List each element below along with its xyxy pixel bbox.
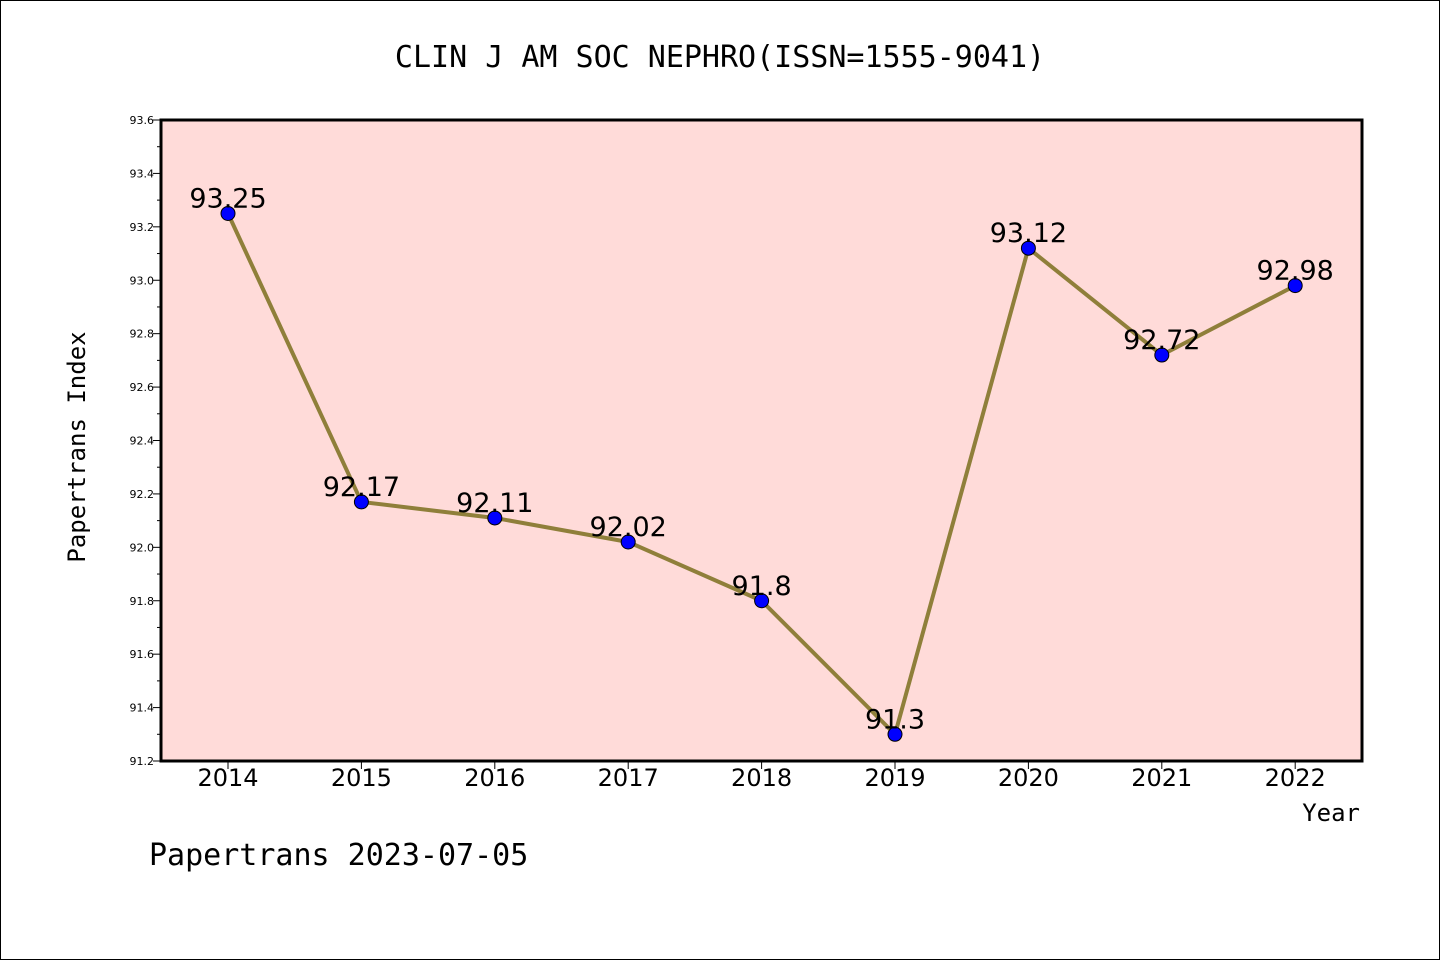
x-tick-label: 2022 [1265, 764, 1326, 792]
y-tick-label: 91.8 [130, 595, 155, 608]
y-tick-label: 92.8 [130, 328, 155, 341]
y-tick-label: 92.6 [130, 381, 155, 394]
data-label: 92.11 [456, 488, 533, 519]
x-tick-label: 2019 [864, 764, 925, 792]
y-tick-label: 92.0 [130, 541, 155, 554]
data-labels: 93.25 92.17 92.11 92.02 91.8 91.3 93.12 92.72 92… [189, 183, 1333, 735]
y-tick-label: 92.2 [130, 488, 155, 501]
y-tick-label: 91.2 [130, 755, 155, 768]
data-label: 92.98 [1257, 256, 1334, 287]
data-label: 93.25 [189, 183, 266, 214]
x-tick-label: 2015 [331, 764, 392, 792]
data-label: 92.02 [590, 512, 667, 543]
y-tick-label: 93.4 [130, 167, 155, 180]
x-tick-label: 2021 [1131, 764, 1192, 792]
y-tick-label: 93.0 [130, 274, 155, 287]
x-axis-label: Year [1302, 799, 1360, 827]
data-label: 91.3 [865, 704, 925, 735]
data-point [754, 593, 770, 609]
data-point [1287, 278, 1303, 294]
data-point [1020, 240, 1036, 256]
data-point [1154, 347, 1170, 363]
series-layer [220, 205, 1303, 742]
data-point [887, 726, 903, 742]
data-point [220, 205, 236, 221]
data-point [353, 494, 369, 510]
data-point [620, 534, 636, 550]
x-tick-label: 2016 [464, 764, 525, 792]
y-tick-label: 91.6 [130, 648, 155, 661]
data-label: 92.72 [1123, 325, 1200, 356]
data-label: 93.12 [990, 218, 1067, 249]
data-label: 91.8 [732, 571, 792, 602]
data-point [487, 510, 503, 526]
x-tick-label: 2017 [598, 764, 659, 792]
y-tick-label: 91.4 [130, 702, 155, 715]
plot-area [159, 118, 1364, 763]
x-tick-label: 2014 [197, 764, 258, 792]
y-tick-label: 93.2 [130, 221, 155, 234]
x-tick-label: 2018 [731, 764, 792, 792]
x-tick-label: 2020 [998, 764, 1059, 792]
y-axis-label: Papertrans Index [63, 331, 91, 562]
footer-text: Papertrans 2023-07-05 [149, 838, 528, 873]
x-axis: 2014 2015 2016 2017 2018 2019 2020 2021 2022 [197, 761, 1326, 792]
data-label: 92.17 [323, 472, 400, 503]
y-tick-label: 93.6 [130, 114, 155, 127]
y-tick-label: 92.4 [130, 435, 155, 448]
y-axis: 91.2 91.4 91.6 91.8 92.0 92.2 92.4 92.6 92.8 93.0… [130, 114, 161, 768]
chart-title: CLIN J AM SOC NEPHRO(ISSN=1555-9041) [395, 40, 1045, 75]
